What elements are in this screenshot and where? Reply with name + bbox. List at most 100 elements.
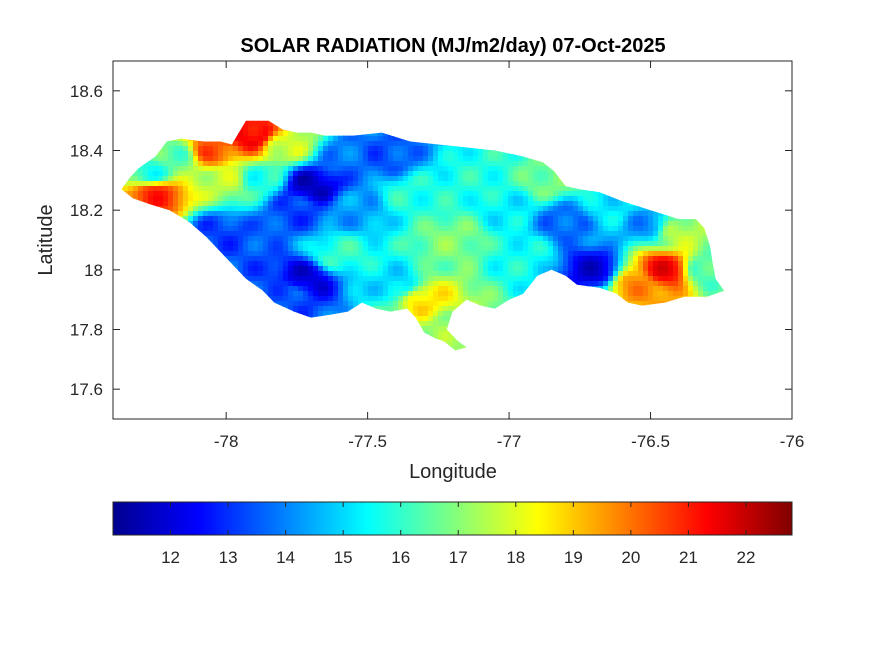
field-cell (178, 196, 184, 202)
field-cell (463, 146, 469, 152)
field-cell (213, 241, 219, 247)
field-cell (158, 171, 164, 177)
field-cell (313, 301, 319, 307)
field-cell (438, 236, 444, 242)
field-cell (408, 296, 414, 302)
field-cell (313, 286, 319, 292)
field-cell (413, 236, 419, 242)
field-cell (548, 201, 554, 207)
field-cell (443, 191, 449, 197)
field-cell (168, 176, 174, 182)
field-cell (438, 281, 444, 287)
field-cell (373, 231, 379, 237)
field-cell (428, 321, 434, 327)
field-cell (328, 261, 334, 267)
field-cell (328, 246, 334, 252)
field-cell (253, 121, 259, 127)
field-cell (568, 226, 574, 232)
field-cell (573, 241, 579, 247)
field-cell (513, 236, 519, 242)
field-cell (268, 291, 274, 297)
field-cell (453, 346, 459, 351)
field-cell (398, 206, 404, 212)
field-cell (238, 206, 244, 212)
field-cell (328, 171, 334, 177)
field-cell (318, 306, 324, 312)
field-cell (468, 226, 474, 232)
field-cell (573, 251, 579, 257)
field-cell (288, 146, 294, 152)
field-cell (438, 331, 444, 337)
field-cell (348, 176, 354, 182)
field-cell (208, 226, 214, 232)
field-cell (513, 261, 519, 267)
field-cell (428, 171, 434, 177)
field-cell (473, 291, 479, 297)
field-cell (268, 261, 274, 267)
field-cell (528, 196, 534, 202)
field-cell (588, 276, 594, 282)
field-cell (583, 266, 589, 272)
field-cell (223, 251, 229, 257)
field-cell (573, 191, 579, 197)
field-cell (348, 146, 354, 152)
field-cell (358, 261, 364, 267)
field-cell (273, 241, 279, 247)
field-cell (488, 301, 494, 307)
field-cell (218, 191, 224, 197)
field-cell (383, 186, 389, 192)
field-cell (188, 151, 194, 157)
field-cell (463, 156, 469, 162)
field-cell (343, 246, 349, 252)
field-cell (493, 276, 499, 282)
field-cell (453, 221, 459, 227)
field-cell (308, 191, 314, 197)
field-cell (468, 291, 474, 297)
field-cell (168, 186, 174, 192)
field-cell (378, 196, 384, 202)
field-cell (338, 141, 344, 147)
field-cell (268, 156, 274, 162)
field-cell (418, 221, 424, 227)
field-cell (443, 286, 449, 292)
field-cell (568, 216, 574, 222)
field-cell (443, 151, 449, 157)
field-cell (533, 251, 539, 257)
field-cell (333, 246, 339, 252)
field-cell (303, 136, 309, 142)
field-cell (508, 241, 514, 247)
field-cell (423, 196, 429, 202)
field-cell (288, 281, 294, 287)
field-cell (318, 311, 324, 317)
field-cell (343, 256, 349, 262)
field-cell (453, 161, 459, 167)
field-cell (293, 211, 299, 217)
field-cell (568, 236, 574, 242)
field-cell (538, 191, 544, 197)
field-cell (138, 166, 144, 172)
field-cell (158, 186, 164, 192)
field-cell (238, 236, 244, 242)
field-cell (468, 256, 474, 262)
field-cell (353, 226, 359, 232)
field-cell (373, 141, 379, 147)
field-cell (398, 201, 404, 207)
field-cell (423, 321, 429, 327)
field-cell (313, 131, 319, 137)
field-cell (293, 241, 299, 247)
field-cell (413, 301, 419, 307)
field-cell (303, 226, 309, 232)
field-cell (323, 221, 329, 227)
field-cell (568, 201, 574, 207)
field-cell (473, 151, 479, 157)
field-cell (473, 146, 479, 152)
field-cell (323, 301, 329, 307)
field-cell (383, 161, 389, 167)
field-cell (373, 276, 379, 282)
field-cell (378, 206, 384, 212)
field-cell (143, 161, 149, 167)
field-cell (173, 176, 179, 182)
field-cell (473, 186, 479, 192)
field-cell (503, 261, 509, 267)
field-cell (323, 291, 329, 297)
